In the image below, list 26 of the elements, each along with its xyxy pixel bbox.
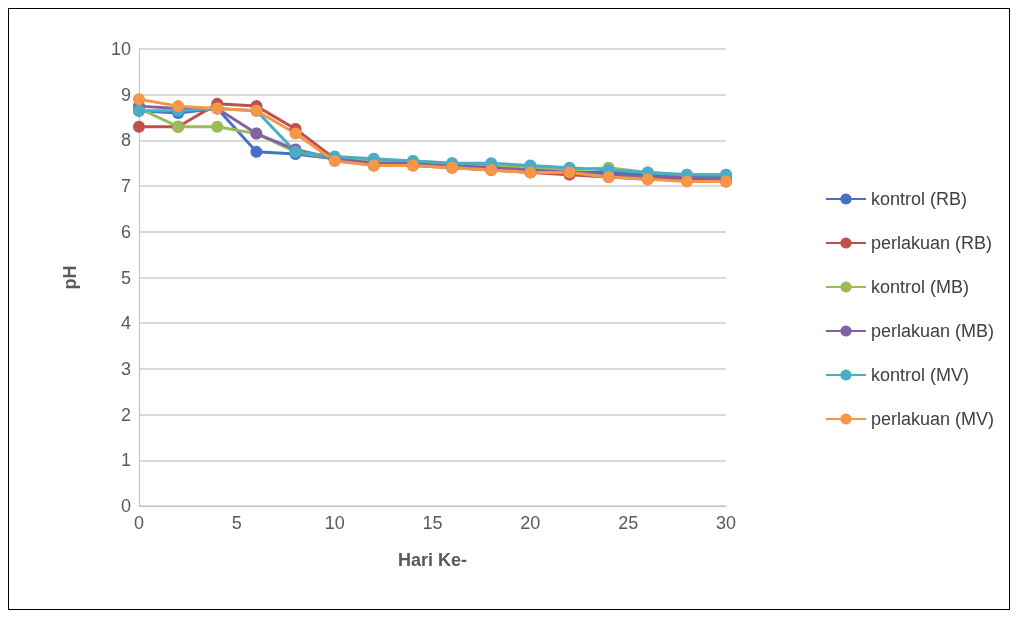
x-tick-label: 0 bbox=[133, 513, 145, 533]
legend-label: perlakuan (MB) bbox=[870, 321, 994, 341]
legend-label: kontrol (MV) bbox=[870, 365, 969, 385]
y-tick-label: 3 bbox=[120, 358, 131, 379]
x-tick-label: 15 bbox=[422, 513, 443, 533]
legend-label: kontrol (RB) bbox=[870, 189, 967, 209]
x-tick-label: 30 bbox=[715, 513, 737, 533]
y-tick-label: 0 bbox=[120, 496, 131, 516]
x-tick-label: 5 bbox=[231, 513, 242, 533]
x-tick-label: 20 bbox=[520, 513, 541, 533]
y-tick-label: 4 bbox=[120, 313, 131, 334]
legend-label: kontrol (MB) bbox=[870, 277, 969, 297]
y-tick-label: 9 bbox=[120, 84, 131, 105]
x-axis-title: Hari Ke- bbox=[397, 550, 468, 570]
y-tick-label: 8 bbox=[120, 130, 131, 151]
x-tick-label: 25 bbox=[618, 513, 639, 533]
y-tick-label: 1 bbox=[120, 450, 131, 471]
y-tick-label: 6 bbox=[120, 221, 131, 242]
y-tick-label: 5 bbox=[120, 267, 131, 288]
x-tick-label: 10 bbox=[324, 513, 345, 533]
y-tick-label: 7 bbox=[120, 176, 131, 197]
legend-label: perlakuan (MV) bbox=[870, 409, 994, 429]
y-tick-label: 10 bbox=[110, 39, 131, 59]
legend-label: perlakuan (RB) bbox=[870, 233, 993, 253]
y-tick-label: 2 bbox=[120, 404, 131, 425]
y-axis-title: pH bbox=[60, 265, 80, 290]
